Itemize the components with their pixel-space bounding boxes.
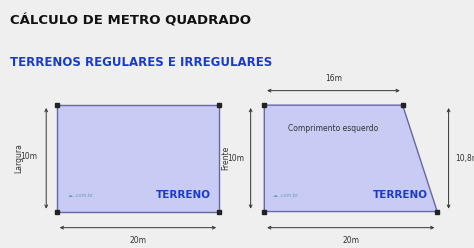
- Text: 20m: 20m: [129, 236, 146, 245]
- Text: CÁLCULO DE METRO QUADRADO: CÁLCULO DE METRO QUADRADO: [10, 14, 251, 27]
- Text: Comprimento esquerdo: Comprimento esquerdo: [288, 124, 379, 133]
- Bar: [57, 105, 219, 212]
- Text: TERRENOS REGULARES E IRREGULARES: TERRENOS REGULARES E IRREGULARES: [10, 56, 273, 68]
- Text: 10m: 10m: [21, 152, 37, 161]
- Text: ☁ .com.br: ☁ .com.br: [67, 193, 93, 198]
- Text: ☁ .com.br: ☁ .com.br: [273, 193, 299, 198]
- Polygon shape: [264, 105, 437, 212]
- Text: TERRENO: TERRENO: [156, 190, 211, 200]
- Text: Frente: Frente: [221, 146, 230, 170]
- Text: 10,8m: 10,8m: [456, 154, 474, 163]
- Text: 20m: 20m: [342, 236, 359, 245]
- Text: TERRENO: TERRENO: [374, 190, 428, 200]
- Text: 10m: 10m: [227, 154, 244, 163]
- Text: 16m: 16m: [325, 74, 342, 83]
- Text: Largura: Largura: [14, 143, 23, 173]
